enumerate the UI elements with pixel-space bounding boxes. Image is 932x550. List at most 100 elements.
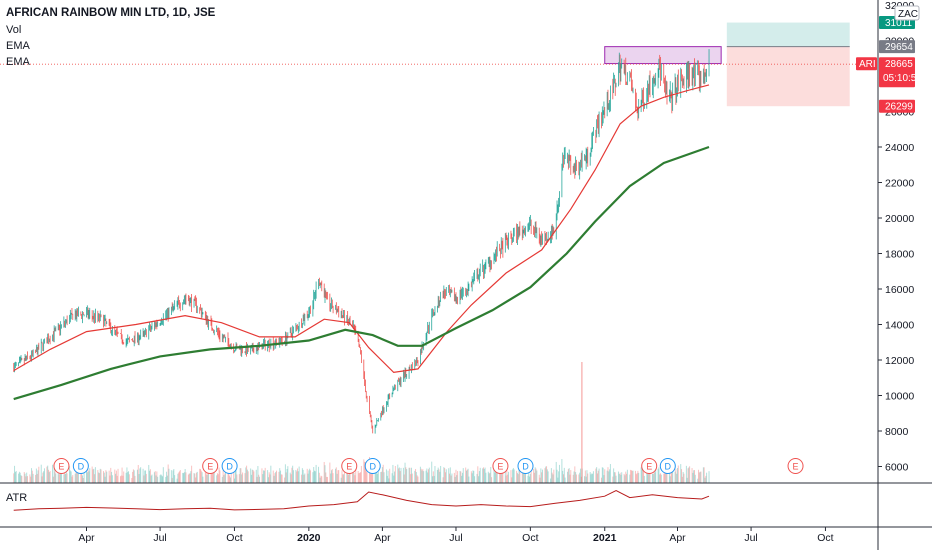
volume-bar xyxy=(675,468,677,483)
volume-bar xyxy=(355,468,357,483)
volume-bar xyxy=(281,474,283,483)
volume-bar xyxy=(436,469,438,483)
volume-bar xyxy=(32,473,34,483)
event-label: D xyxy=(522,462,529,472)
y-tick-label: 12000 xyxy=(885,355,914,367)
legend-volume[interactable]: Vol xyxy=(6,24,22,36)
volume-bar xyxy=(613,472,615,483)
volume-bar xyxy=(55,473,57,483)
volume-bar xyxy=(434,466,436,483)
volume-bar xyxy=(491,477,493,483)
volume-bar xyxy=(122,475,124,483)
event-label: E xyxy=(346,462,352,472)
volume-bar xyxy=(624,475,626,483)
volume-bar xyxy=(541,472,543,483)
volume-bar xyxy=(177,473,179,483)
x-tick-label: Jul xyxy=(744,532,757,544)
volume-bar xyxy=(174,475,176,483)
volume-bar xyxy=(210,468,212,483)
volume-bar xyxy=(127,472,129,483)
earnings-marker[interactable] xyxy=(53,458,70,474)
volume-bar xyxy=(166,471,168,483)
volume-bar xyxy=(94,467,96,483)
volume-bar xyxy=(199,468,201,483)
ema-slow-line[interactable] xyxy=(13,145,710,401)
volume-bar xyxy=(572,474,574,483)
currency-badge[interactable] xyxy=(894,5,920,21)
atr-label[interactable]: ATR xyxy=(6,492,28,504)
earnings-marker[interactable] xyxy=(341,458,358,474)
volume-bar xyxy=(313,470,315,483)
earnings-marker[interactable] xyxy=(492,458,509,474)
ema-fast-line[interactable] xyxy=(13,84,710,374)
volume-bar xyxy=(545,466,547,483)
volume-bar xyxy=(81,470,83,483)
volume-bar xyxy=(295,469,297,483)
volume-bar xyxy=(636,473,638,483)
dividend-marker[interactable] xyxy=(221,458,238,474)
volume-bar xyxy=(468,476,470,483)
volume-bar xyxy=(318,472,320,483)
symbol-badge[interactable] xyxy=(856,57,877,71)
volume-bar xyxy=(524,472,526,483)
volume-bar xyxy=(159,475,161,483)
volume-bar xyxy=(60,472,62,483)
earnings-marker[interactable] xyxy=(641,458,658,474)
volume-bar xyxy=(689,466,691,483)
volume-bar xyxy=(347,466,349,483)
dividend-marker[interactable] xyxy=(72,458,89,474)
volume-bar xyxy=(278,471,280,483)
legend-ema-2[interactable]: EMA xyxy=(6,56,30,68)
earnings-marker[interactable] xyxy=(787,458,804,474)
volume-bar xyxy=(246,465,248,483)
legend-ema-1[interactable]: EMA xyxy=(6,40,30,52)
volume-bar xyxy=(465,470,467,483)
resistance-zone[interactable] xyxy=(604,46,722,65)
volume-bar xyxy=(137,464,139,483)
volume-bar xyxy=(402,467,404,483)
volume-bar xyxy=(634,470,636,483)
volume-bar xyxy=(223,475,225,483)
volume-bar xyxy=(703,467,705,483)
volume-bar xyxy=(72,474,74,483)
volume-bar xyxy=(65,471,67,483)
volume-bar xyxy=(360,465,362,483)
volume-bar xyxy=(119,476,121,483)
volume-bar xyxy=(415,468,417,483)
volume-bar xyxy=(512,467,514,483)
volume-bar xyxy=(201,472,203,483)
volume-bar xyxy=(255,469,257,483)
volume-bar xyxy=(36,473,38,483)
volume-bar xyxy=(89,468,91,483)
volume-bar xyxy=(547,471,549,483)
volume-bar xyxy=(128,471,130,483)
volume-bar xyxy=(694,474,696,483)
volume-bar xyxy=(589,472,591,483)
volume-bar xyxy=(381,467,383,483)
dividend-marker[interactable] xyxy=(364,458,381,474)
volume-bar xyxy=(551,472,553,483)
volume-bar xyxy=(482,468,484,483)
volume-bar xyxy=(58,474,60,483)
event-label: D xyxy=(78,462,85,472)
dividend-marker[interactable] xyxy=(659,458,676,474)
volume-bar xyxy=(240,468,242,483)
volume-bar xyxy=(40,464,42,483)
event-label: D xyxy=(665,462,672,472)
volume-bar xyxy=(206,474,208,483)
price-axis-labels: 31011 29654 28665 05:10:53 ARI 26299 ZAC xyxy=(856,5,922,113)
volume-bar xyxy=(437,467,439,483)
volume-bar xyxy=(257,466,259,483)
volume-bar xyxy=(247,471,249,483)
volume-bar xyxy=(120,475,122,483)
volume-bar xyxy=(681,476,683,483)
volume-bar xyxy=(193,473,195,483)
earnings-marker[interactable] xyxy=(202,458,219,474)
dividend-marker[interactable] xyxy=(517,458,534,474)
volume-bar xyxy=(342,474,344,483)
volume-bar xyxy=(321,476,323,483)
volume-bar xyxy=(606,470,608,483)
volume-bar xyxy=(602,467,604,483)
